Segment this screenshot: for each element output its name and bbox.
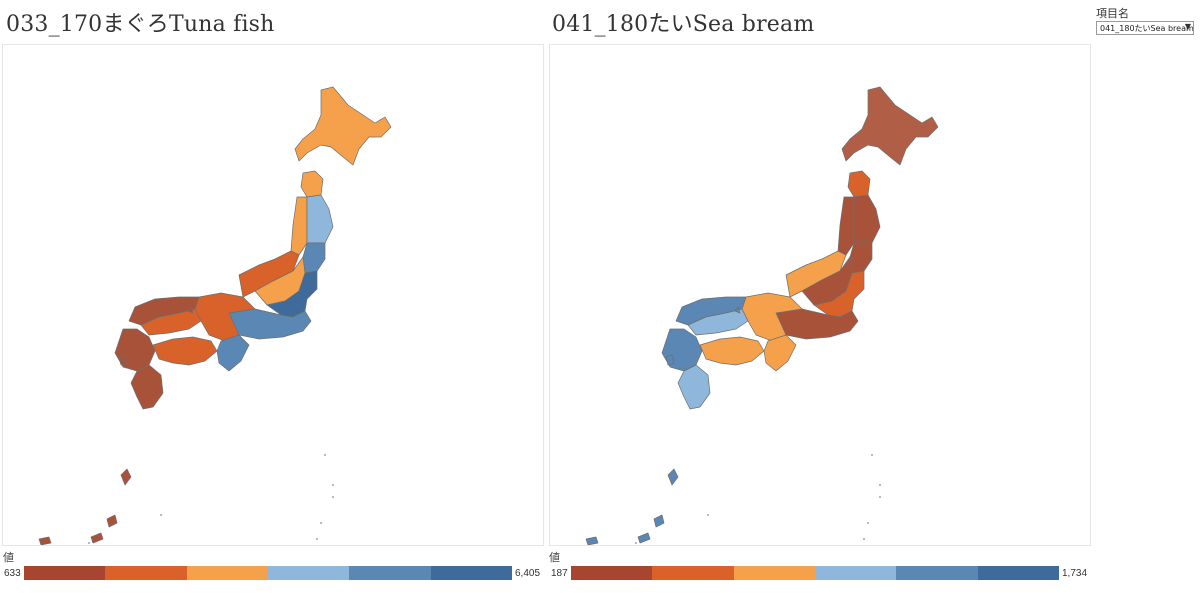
item-name-dropdown[interactable]: 041_180たいSea bream ▼ <box>1096 21 1194 35</box>
map-panel-sea-bream[interactable] <box>549 44 1091 546</box>
small-island-dot <box>635 542 637 544</box>
legend-min-value: 187 <box>551 567 568 579</box>
map-title-sea-bream: 041_180たいSea bream <box>552 12 815 37</box>
region-islands[interactable] <box>585 306 741 545</box>
legend-swatch-3 <box>733 566 815 580</box>
small-island-dot <box>88 542 90 544</box>
legend-swatch-6 <box>977 566 1059 580</box>
legend-swatch-4 <box>267 566 350 580</box>
legend-color-bar <box>24 566 512 580</box>
region-kii[interactable] <box>763 334 797 372</box>
legend-color-bar <box>571 566 1059 580</box>
legend-max-value: 6,405 <box>515 567 541 579</box>
filter-label: 項目名 <box>1096 7 1129 20</box>
region-chugoku-south[interactable] <box>140 308 202 336</box>
region-shikoku[interactable] <box>699 336 765 366</box>
region-tohoku-east[interactable] <box>306 194 334 244</box>
small-island-dot <box>879 496 881 498</box>
legend-swatch-2 <box>652 566 734 580</box>
small-island-dot <box>316 538 318 540</box>
legend-swatch-1 <box>571 566 653 580</box>
region-shikoku[interactable] <box>152 336 218 366</box>
region-kii[interactable] <box>216 334 250 372</box>
legend-swatch-4 <box>814 566 897 580</box>
region-tohoku-west[interactable] <box>837 196 855 256</box>
region-hokkaido[interactable] <box>841 86 939 166</box>
small-island-dot <box>320 522 322 524</box>
legend-swatch-5 <box>349 566 431 580</box>
small-island-dot <box>863 538 865 540</box>
region-tohoku-coast[interactable] <box>849 242 873 274</box>
region-tohoku-west[interactable] <box>290 196 308 256</box>
region-kyushu-south[interactable] <box>677 364 711 410</box>
legend-max-value: 1,734 <box>1062 567 1088 579</box>
small-island-dot <box>332 484 334 486</box>
legend-swatch-1 <box>24 566 106 580</box>
region-tokai[interactable] <box>228 308 312 340</box>
color-legend-sea-bream: 187 1,734 <box>551 566 1087 580</box>
dropdown-selected-value: 041_180たいSea bream <box>1100 24 1194 33</box>
color-legend-tuna: 633 6,405 <box>4 566 540 580</box>
region-tohoku-north[interactable] <box>847 170 871 198</box>
legend-swatch-5 <box>896 566 978 580</box>
region-tokai[interactable] <box>775 308 859 340</box>
small-island-dot <box>324 454 326 456</box>
region-chugoku-south[interactable] <box>687 308 749 336</box>
legend-swatch-2 <box>105 566 187 580</box>
legend-swatch-3 <box>186 566 268 580</box>
map-panel-tuna[interactable] <box>2 44 544 546</box>
small-island-dot <box>879 484 881 486</box>
region-hokuriku[interactable] <box>238 250 300 298</box>
region-kyushu-south[interactable] <box>130 364 164 410</box>
region-hokkaido[interactable] <box>294 86 392 166</box>
region-tohoku-north[interactable] <box>300 170 324 198</box>
japan-map-tuna[interactable] <box>3 45 543 545</box>
small-island-dot <box>160 514 162 516</box>
region-hokuriku[interactable] <box>785 250 847 298</box>
map-regions <box>585 86 939 545</box>
region-tohoku-coast[interactable] <box>302 242 326 274</box>
map-regions <box>38 86 392 545</box>
region-tohoku-east[interactable] <box>853 194 881 244</box>
small-island-dot <box>707 514 709 516</box>
legend-swatch-6 <box>430 566 512 580</box>
small-island-dot <box>332 496 334 498</box>
dropdown-arrow-icon[interactable]: ▼ <box>1184 22 1191 31</box>
legend-title-tuna: 値 <box>3 551 14 564</box>
small-island-dot <box>867 522 869 524</box>
legend-min-value: 633 <box>4 567 21 579</box>
japan-map-sea-bream[interactable] <box>550 45 1090 545</box>
map-title-tuna: 033_170まぐろTuna fish <box>6 12 275 37</box>
legend-title-sea-bream: 値 <box>549 551 560 564</box>
small-island-dot <box>871 454 873 456</box>
region-islands[interactable] <box>38 306 194 545</box>
